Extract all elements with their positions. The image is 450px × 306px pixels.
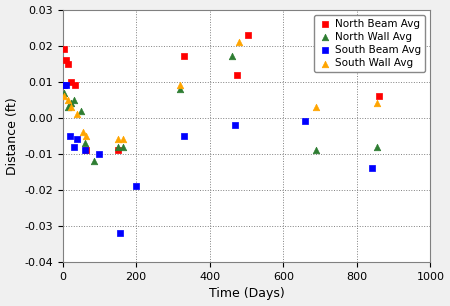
South Wall Avg xyxy=(313,105,320,110)
South Beam Avg xyxy=(96,151,103,156)
South Beam Avg xyxy=(232,123,239,128)
North Wall Avg xyxy=(77,108,85,113)
North Beam Avg xyxy=(67,79,74,84)
South Beam Avg xyxy=(302,119,309,124)
South Beam Avg xyxy=(133,184,140,189)
North Beam Avg xyxy=(61,47,68,52)
North Beam Avg xyxy=(180,54,188,59)
South Beam Avg xyxy=(66,133,73,138)
North Wall Avg xyxy=(70,97,77,102)
North Wall Avg xyxy=(67,101,74,106)
South Wall Avg xyxy=(79,130,86,135)
North Beam Avg xyxy=(234,72,241,77)
Legend: North Beam Avg, North Wall Avg, South Beam Avg, South Wall Avg: North Beam Avg, North Wall Avg, South Be… xyxy=(314,15,425,73)
North Beam Avg xyxy=(62,58,69,62)
South Wall Avg xyxy=(67,105,74,110)
South Beam Avg xyxy=(61,83,68,88)
North Wall Avg xyxy=(313,148,320,153)
South Wall Avg xyxy=(74,112,81,117)
North Beam Avg xyxy=(83,148,90,153)
X-axis label: Time (Days): Time (Days) xyxy=(209,287,284,300)
North Beam Avg xyxy=(72,83,79,88)
South Wall Avg xyxy=(177,83,184,88)
North Wall Avg xyxy=(374,144,381,149)
South Wall Avg xyxy=(64,97,72,102)
North Wall Avg xyxy=(64,105,72,110)
North Wall Avg xyxy=(90,159,98,164)
South Wall Avg xyxy=(114,137,122,142)
North Wall Avg xyxy=(120,144,127,149)
North Wall Avg xyxy=(114,144,122,149)
North Wall Avg xyxy=(81,141,88,146)
South Beam Avg xyxy=(116,231,123,236)
South Beam Avg xyxy=(81,148,88,153)
Y-axis label: Distance (ft): Distance (ft) xyxy=(5,97,18,175)
North Beam Avg xyxy=(64,61,72,66)
South Wall Avg xyxy=(374,101,381,106)
South Beam Avg xyxy=(74,137,81,142)
North Wall Avg xyxy=(61,90,68,95)
North Wall Avg xyxy=(228,54,235,59)
North Beam Avg xyxy=(375,94,382,99)
South Wall Avg xyxy=(83,133,90,138)
South Beam Avg xyxy=(70,144,77,149)
South Beam Avg xyxy=(180,133,188,138)
South Beam Avg xyxy=(62,83,69,88)
South Wall Avg xyxy=(120,137,127,142)
South Wall Avg xyxy=(61,94,68,99)
North Wall Avg xyxy=(177,87,184,91)
South Wall Avg xyxy=(235,39,243,44)
North Beam Avg xyxy=(114,148,122,153)
North Beam Avg xyxy=(245,32,252,37)
South Beam Avg xyxy=(368,166,375,171)
